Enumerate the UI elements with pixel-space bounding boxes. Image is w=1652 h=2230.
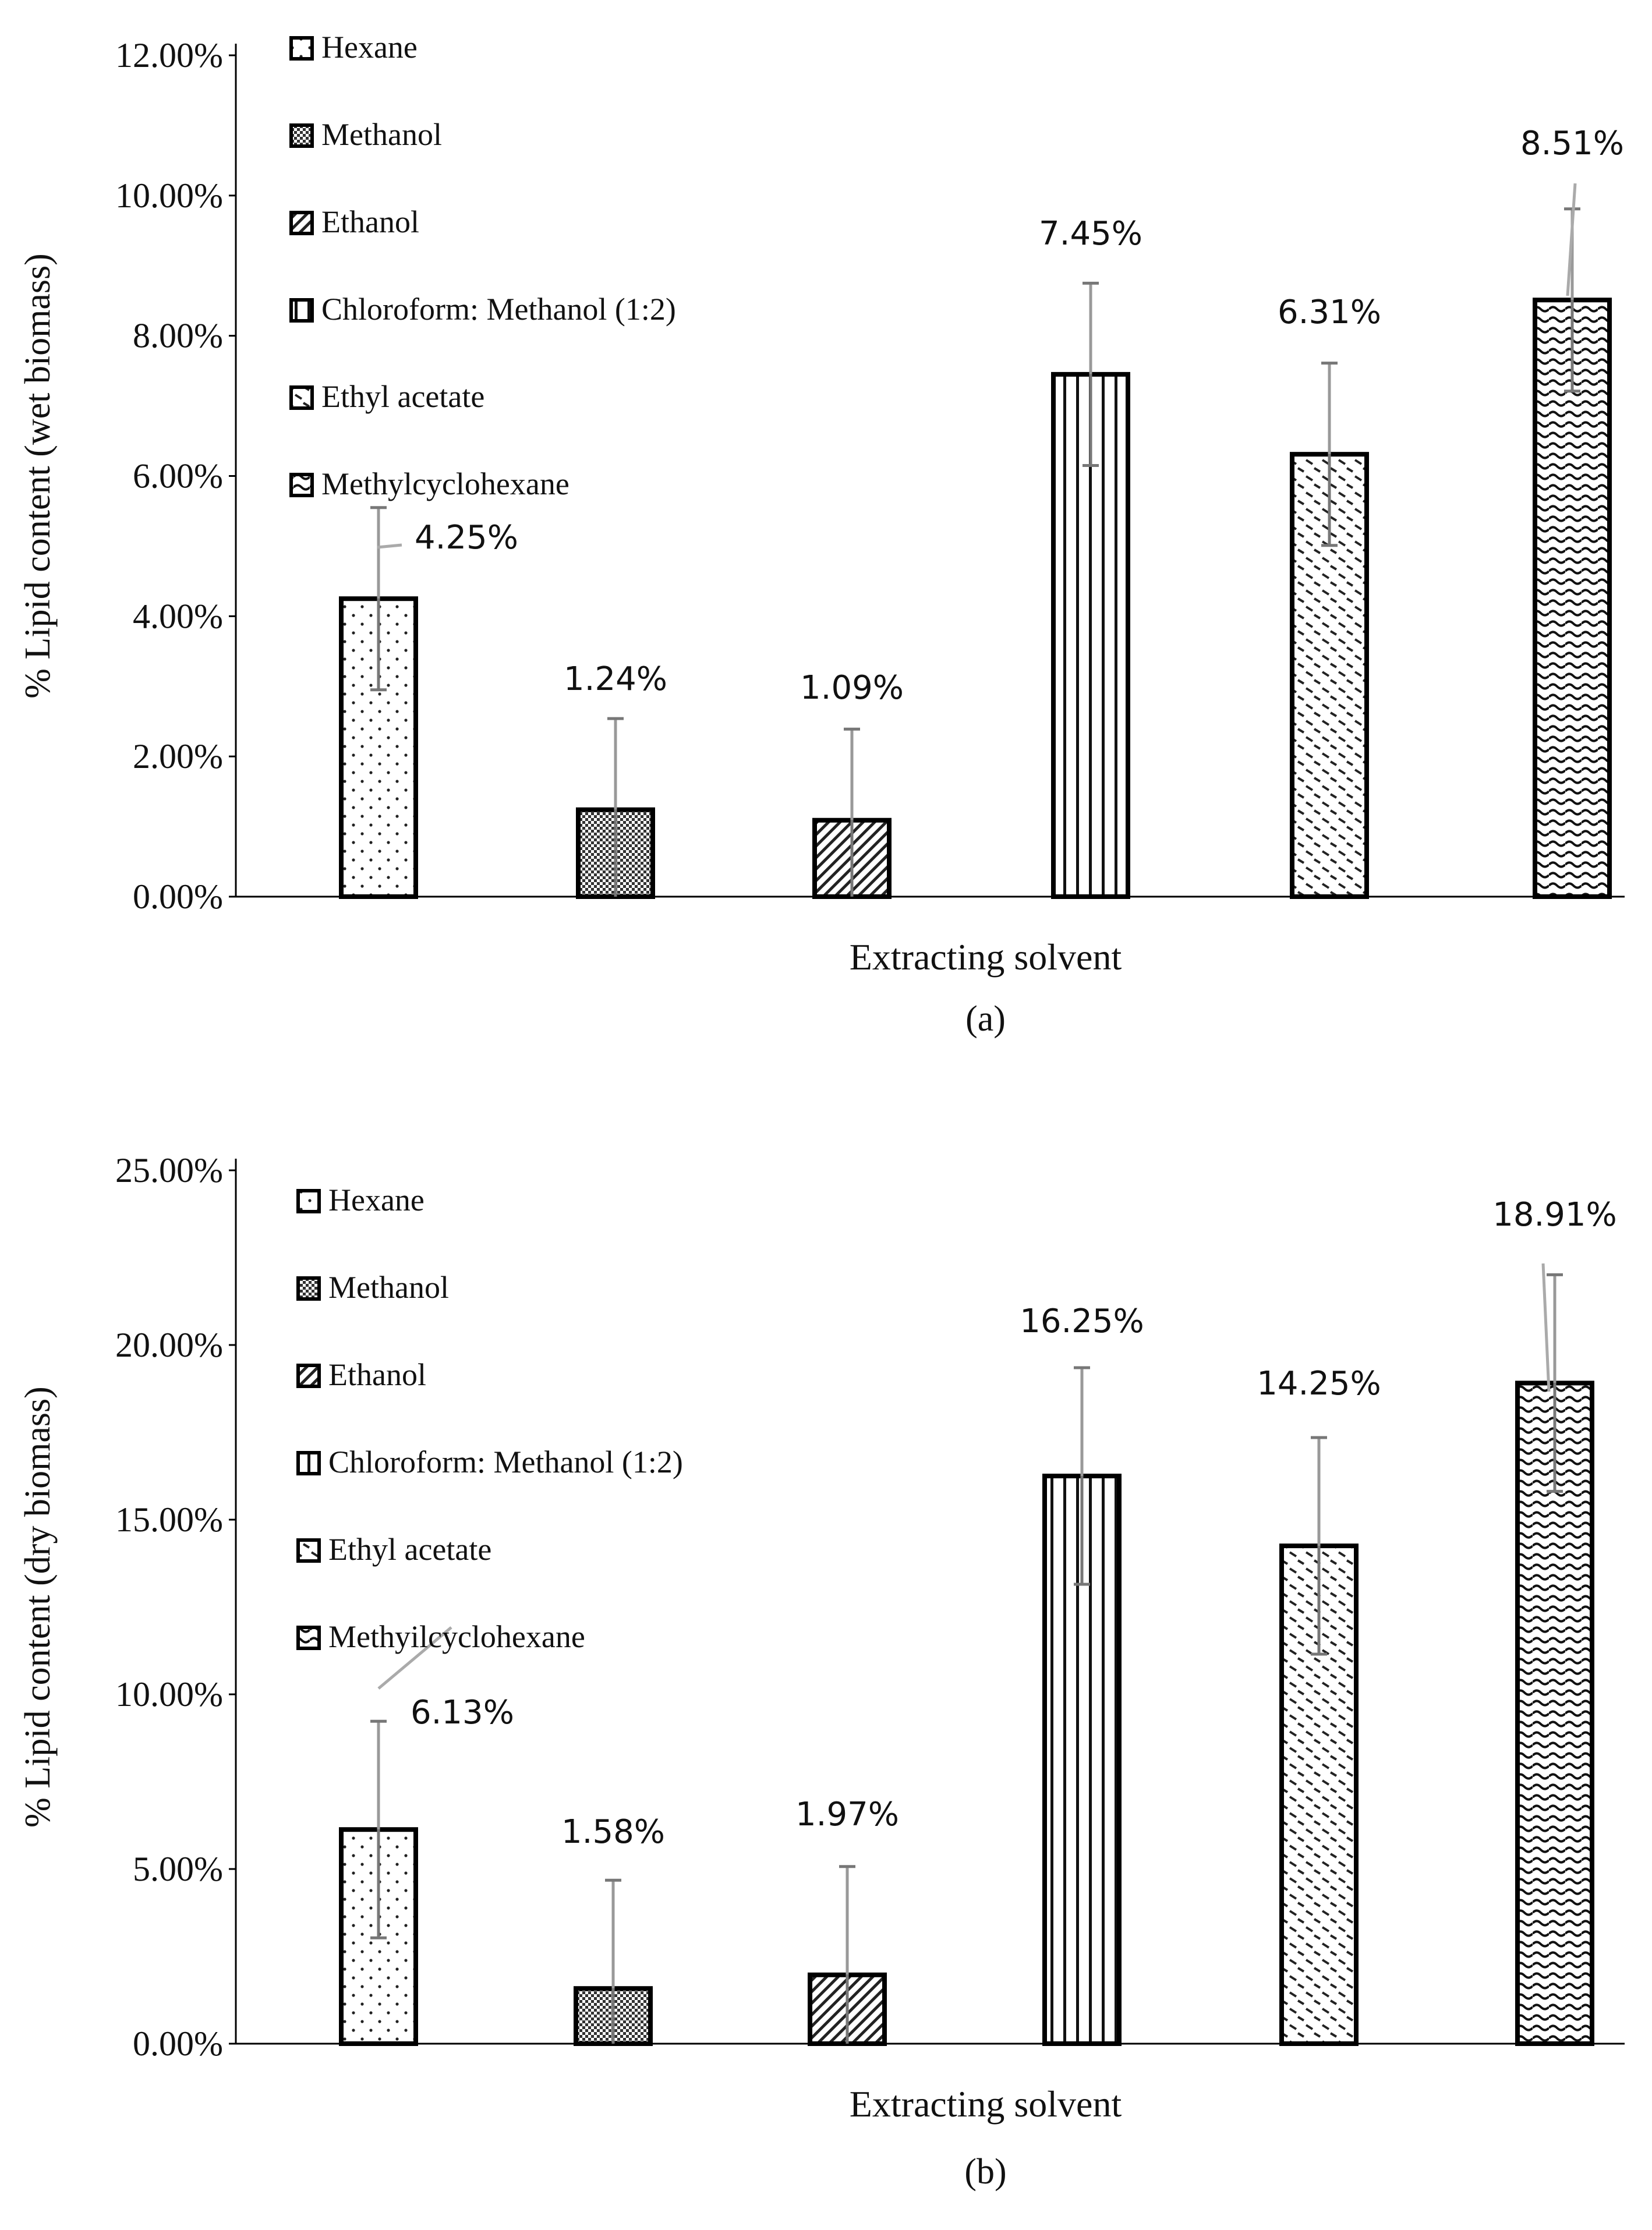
data-label: 1.24% [564, 660, 667, 698]
y-tick-label: 15.00% [115, 1500, 223, 1539]
y-axis-label: % Lipid content (dry biomass) [18, 1386, 58, 1828]
data-label: 1.58% [561, 1813, 665, 1851]
legend-swatch [289, 123, 314, 148]
y-tick-label: 20.00% [115, 1326, 223, 1364]
legend-swatch [296, 1276, 321, 1301]
legend-label: Methanol [321, 117, 442, 152]
legend-swatch [296, 1626, 321, 1650]
y-tick-label: 10.00% [115, 1675, 223, 1714]
y-tick-label: 0.00% [133, 877, 223, 916]
legend-swatch [289, 298, 314, 323]
legend-label: Hexane [328, 1183, 425, 1217]
data-label: 1.09% [800, 669, 904, 707]
data-label: 4.25% [415, 519, 518, 557]
y-tick-label: 8.00% [133, 317, 223, 355]
data-label: 14.25% [1257, 1365, 1381, 1403]
legend-swatch [289, 211, 314, 235]
legend-label: Ethanol [321, 204, 419, 239]
error-bar [607, 717, 624, 897]
data-label: 6.13% [411, 1694, 514, 1732]
bar-methylcyclohexane [1533, 298, 1612, 899]
legend-item-chloroform-methanol-1-2: Chloroform: Methanol (1:2) [289, 292, 676, 327]
legend-label: Chloroform: Methanol (1:2) [321, 292, 676, 327]
error-bar [1074, 1366, 1090, 1586]
legend: Hexane Methanol Ethanol Chloroform: Methano… [296, 1183, 683, 1654]
legend-label: Methanol [328, 1270, 449, 1305]
legend-label: Ethyl acetate [321, 379, 484, 414]
legend-item-ethyl-acetate: Ethyl acetate [296, 1532, 491, 1567]
legend-label: Ethanol [328, 1357, 426, 1392]
data-label: 8.51% [1520, 125, 1624, 162]
y-tick-label: 12.00% [115, 36, 223, 75]
legend-swatch [289, 36, 314, 61]
legend-label: Hexane [321, 30, 418, 65]
chart-panel-b: 0.00% 5.00% 10.00% 15.00% 20.00% 25.00% % Lipi… [18, 1151, 1625, 2192]
error-bar [1547, 1273, 1563, 1493]
error-bar [1321, 362, 1338, 547]
legend-item-hexane: Hexane [289, 30, 418, 65]
x-axis-label: Extracting solvent [850, 2083, 1122, 2125]
y-tick-label: 5.00% [133, 1850, 223, 1888]
label-leader-line [377, 1626, 452, 1690]
bar-ethyl-acetate [1290, 452, 1369, 899]
legend-label: Ethyl acetate [328, 1532, 491, 1567]
error-bar [1311, 1436, 1327, 1656]
y-tick-label: 0.00% [133, 2024, 223, 2063]
legend-label: Methylcyclohexane [321, 466, 569, 501]
data-label: 1.97% [795, 1796, 899, 1833]
legend-swatch [289, 473, 314, 497]
data-label: 7.45% [1039, 215, 1142, 253]
data-label: 6.31% [1278, 293, 1381, 331]
legend-item-ethyl-acetate: Ethyl acetate [289, 379, 484, 414]
legend-item-chloroform-methanol-1-2: Chloroform: Methanol (1:2) [296, 1445, 683, 1479]
error-bar [839, 1865, 855, 2044]
legend-label: Chloroform: Methanol (1:2) [328, 1445, 683, 1479]
legend-item-methyilcyclohexane: Methyilcyclohexane [296, 1619, 585, 1654]
panel-label: (b) [964, 2152, 1006, 2192]
chart-panel-a: 0.00% 2.00% 4.00% 6.00% 8.00% 10.00% 12.00% % L… [18, 30, 1625, 1039]
legend-swatch [296, 1189, 321, 1213]
legend-swatch [289, 385, 314, 410]
y-tick-label: 4.00% [133, 597, 223, 635]
y-axis-label: % Lipid content (wet biomass) [18, 253, 58, 699]
legend: Hexane Methanol Ethanol Chloroform: Methano… [289, 30, 676, 501]
y-tick-label: 6.00% [133, 457, 223, 495]
y-tick-label: 25.00% [115, 1151, 223, 1190]
error-bar [1083, 281, 1099, 467]
error-bar [605, 1878, 621, 2044]
legend-item-ethanol: Ethanol [289, 204, 419, 239]
bar-methyilcyclohexane [1515, 1381, 1594, 2046]
x-axis-label: Extracting solvent [850, 936, 1122, 978]
label-leader-line [1566, 183, 1577, 296]
y-tick-label: 2.00% [133, 737, 223, 776]
legend-label: Methyilcyclohexane [328, 1619, 585, 1654]
legend-swatch [296, 1364, 321, 1388]
legend-item-hexane: Hexane [296, 1183, 425, 1217]
legend-item-methylcyclohexane: Methylcyclohexane [289, 466, 569, 501]
error-bar [370, 1719, 387, 1939]
legend-item-methanol: Methanol [289, 117, 442, 152]
legend-item-methanol: Methanol [296, 1270, 449, 1305]
legend-swatch [296, 1538, 321, 1563]
label-leader-line [377, 543, 402, 549]
legend-swatch [296, 1451, 321, 1475]
label-leader-line [1541, 1263, 1551, 1392]
data-label: 16.25% [1020, 1302, 1144, 1340]
error-bar [370, 506, 387, 692]
y-tick-label: 10.00% [115, 176, 223, 215]
data-label: 18.91% [1492, 1196, 1617, 1234]
legend-item-ethanol: Ethanol [296, 1357, 426, 1392]
error-bar [844, 727, 860, 897]
panel-label: (a) [965, 999, 1006, 1039]
